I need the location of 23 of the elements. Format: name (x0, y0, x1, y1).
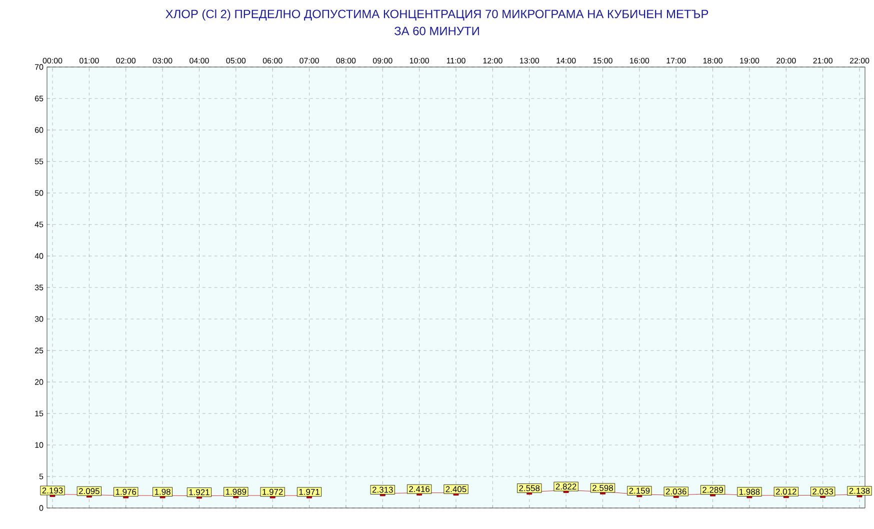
data-label: 2.095 (79, 488, 100, 494)
data-label: 2.036 (666, 488, 686, 494)
data-label: 2.159 (629, 488, 650, 494)
data-label: 2.033 (812, 488, 834, 494)
data-label: 1.972 (262, 488, 283, 495)
data-label: 2.138 (849, 488, 870, 494)
data-label: 2.405 (446, 486, 466, 492)
data-label: 2.598 (592, 484, 613, 491)
data-label: 1.989 (226, 488, 246, 495)
data-label: 2.289 (702, 486, 723, 493)
chart-subtitle: ЗА 60 МИНУТИ (394, 26, 479, 36)
data-label: 2.558 (519, 485, 540, 492)
data-label: 1.98 (154, 488, 170, 495)
data-label: 1.988 (740, 488, 760, 495)
data-label: 1.976 (116, 488, 136, 495)
data-label: 2.012 (776, 488, 796, 495)
data-label: 1.971 (299, 488, 320, 495)
data-label: 2.313 (372, 486, 393, 493)
data-label: 2.193 (42, 487, 63, 494)
data-label: 1.921 (189, 489, 210, 496)
data-label: 2.822 (556, 484, 576, 490)
chart-title: ХЛОР (Cl 2) ПРЕДЕЛНО ДОПУСТИМА КОНЦЕНТРАЦИЯ 70 МИКРОГРАМА НА КУБИЧЕН МЕТЪР (166, 9, 708, 21)
data-label: 2.416 (409, 486, 430, 492)
